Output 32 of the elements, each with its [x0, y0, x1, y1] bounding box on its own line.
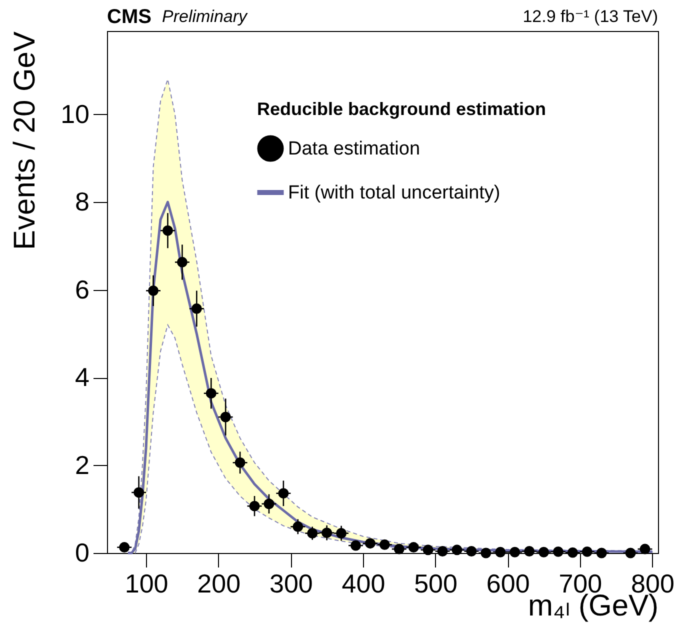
legend-title: Reducible background estimation — [257, 99, 546, 119]
y-tick-label: 0 — [75, 538, 90, 568]
x-tick-label: 500 — [414, 568, 458, 598]
x-tick-label: 400 — [342, 568, 386, 598]
y-axis-title: Events / 20 GeV — [8, 32, 42, 250]
y-tick-label: 4 — [75, 362, 90, 392]
chart-title: CMS — [107, 6, 152, 28]
x-tick-label: 100 — [124, 568, 168, 598]
text: 12.9 fb⁻¹ (13 TeV) — [522, 7, 658, 26]
point — [176, 256, 188, 268]
y-tick-label: 2 — [75, 450, 90, 480]
y-tick-label: 6 — [75, 274, 90, 304]
point — [206, 388, 216, 399]
point — [278, 488, 289, 499]
legend-label: Fit (with total uncertainty) — [288, 182, 500, 204]
point — [162, 225, 173, 236]
point — [119, 542, 130, 553]
point — [292, 521, 304, 532]
point — [625, 548, 636, 558]
y-tick-label: 10 — [60, 98, 90, 129]
chart-subtitle: Preliminary — [162, 7, 249, 26]
legend-label: Data estimation — [288, 138, 420, 160]
point — [134, 487, 144, 498]
point — [234, 457, 246, 468]
x-tick-label: 600 — [486, 568, 530, 598]
point — [640, 544, 650, 554]
x-tick-label: 300 — [269, 568, 313, 598]
y-tick-label: 8 — [75, 186, 90, 217]
x-tick-label: 200 — [197, 568, 241, 598]
point — [220, 412, 231, 422]
point — [191, 303, 202, 314]
point — [148, 285, 159, 296]
